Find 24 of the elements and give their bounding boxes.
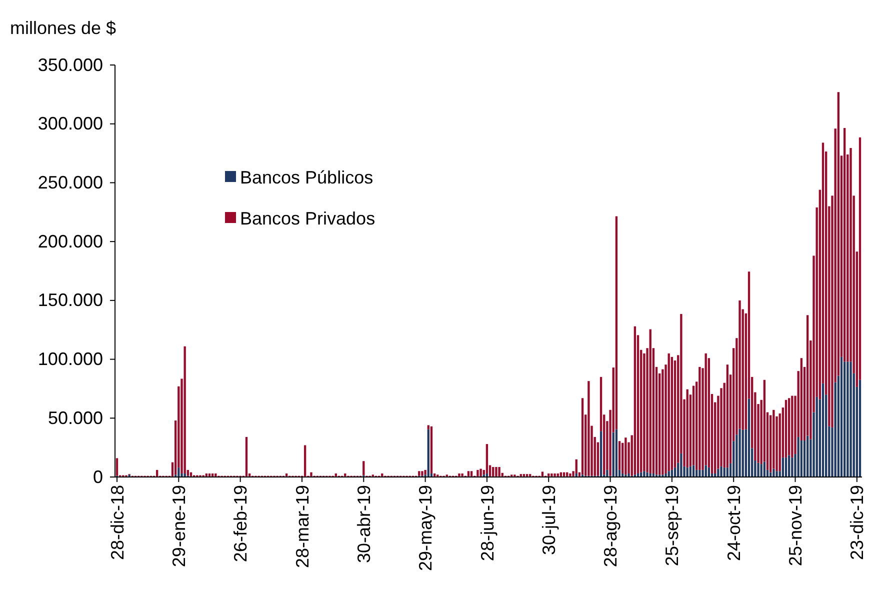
y-tick-label: 0 [92, 466, 103, 487]
y-tick-label: 150.000 [38, 290, 103, 310]
legend-label: Bancos Privados [240, 208, 376, 228]
x-tick-label: 28-ago-19 [600, 485, 621, 568]
x-tick-label: 28-dic-18 [107, 485, 128, 560]
legend-label: Bancos Públicos [240, 167, 374, 188]
y-tick-label: 350.000 [38, 54, 103, 75]
x-tick-label: 26-feb-19 [230, 485, 251, 562]
x-tick-label: 25-sep-19 [662, 485, 682, 566]
y-tick-label: 250.000 [38, 172, 103, 192]
x-tick-label: 30-jul-19 [538, 485, 559, 556]
x-tick-label: 30-abr-19 [354, 485, 374, 564]
x-tick-label: 25-nov-19 [786, 485, 806, 566]
y-tick-label: 50.000 [48, 408, 103, 428]
y-tick-label: 200.000 [38, 231, 103, 252]
x-tick-label: 29-ene-19 [168, 485, 189, 568]
x-tick-label: 24-oct-19 [724, 485, 744, 562]
x-tick-label: 29-may-19 [416, 485, 436, 572]
y-tick-label: 300.000 [38, 114, 103, 134]
y-axis-title: millones de $ [10, 18, 116, 38]
x-tick-label: 28-mar-19 [292, 485, 312, 568]
x-tick-label: 23-dic-19 [847, 485, 868, 560]
y-tick-label: 100.000 [38, 349, 103, 370]
x-tick-label: 28-jun-19 [477, 485, 498, 562]
